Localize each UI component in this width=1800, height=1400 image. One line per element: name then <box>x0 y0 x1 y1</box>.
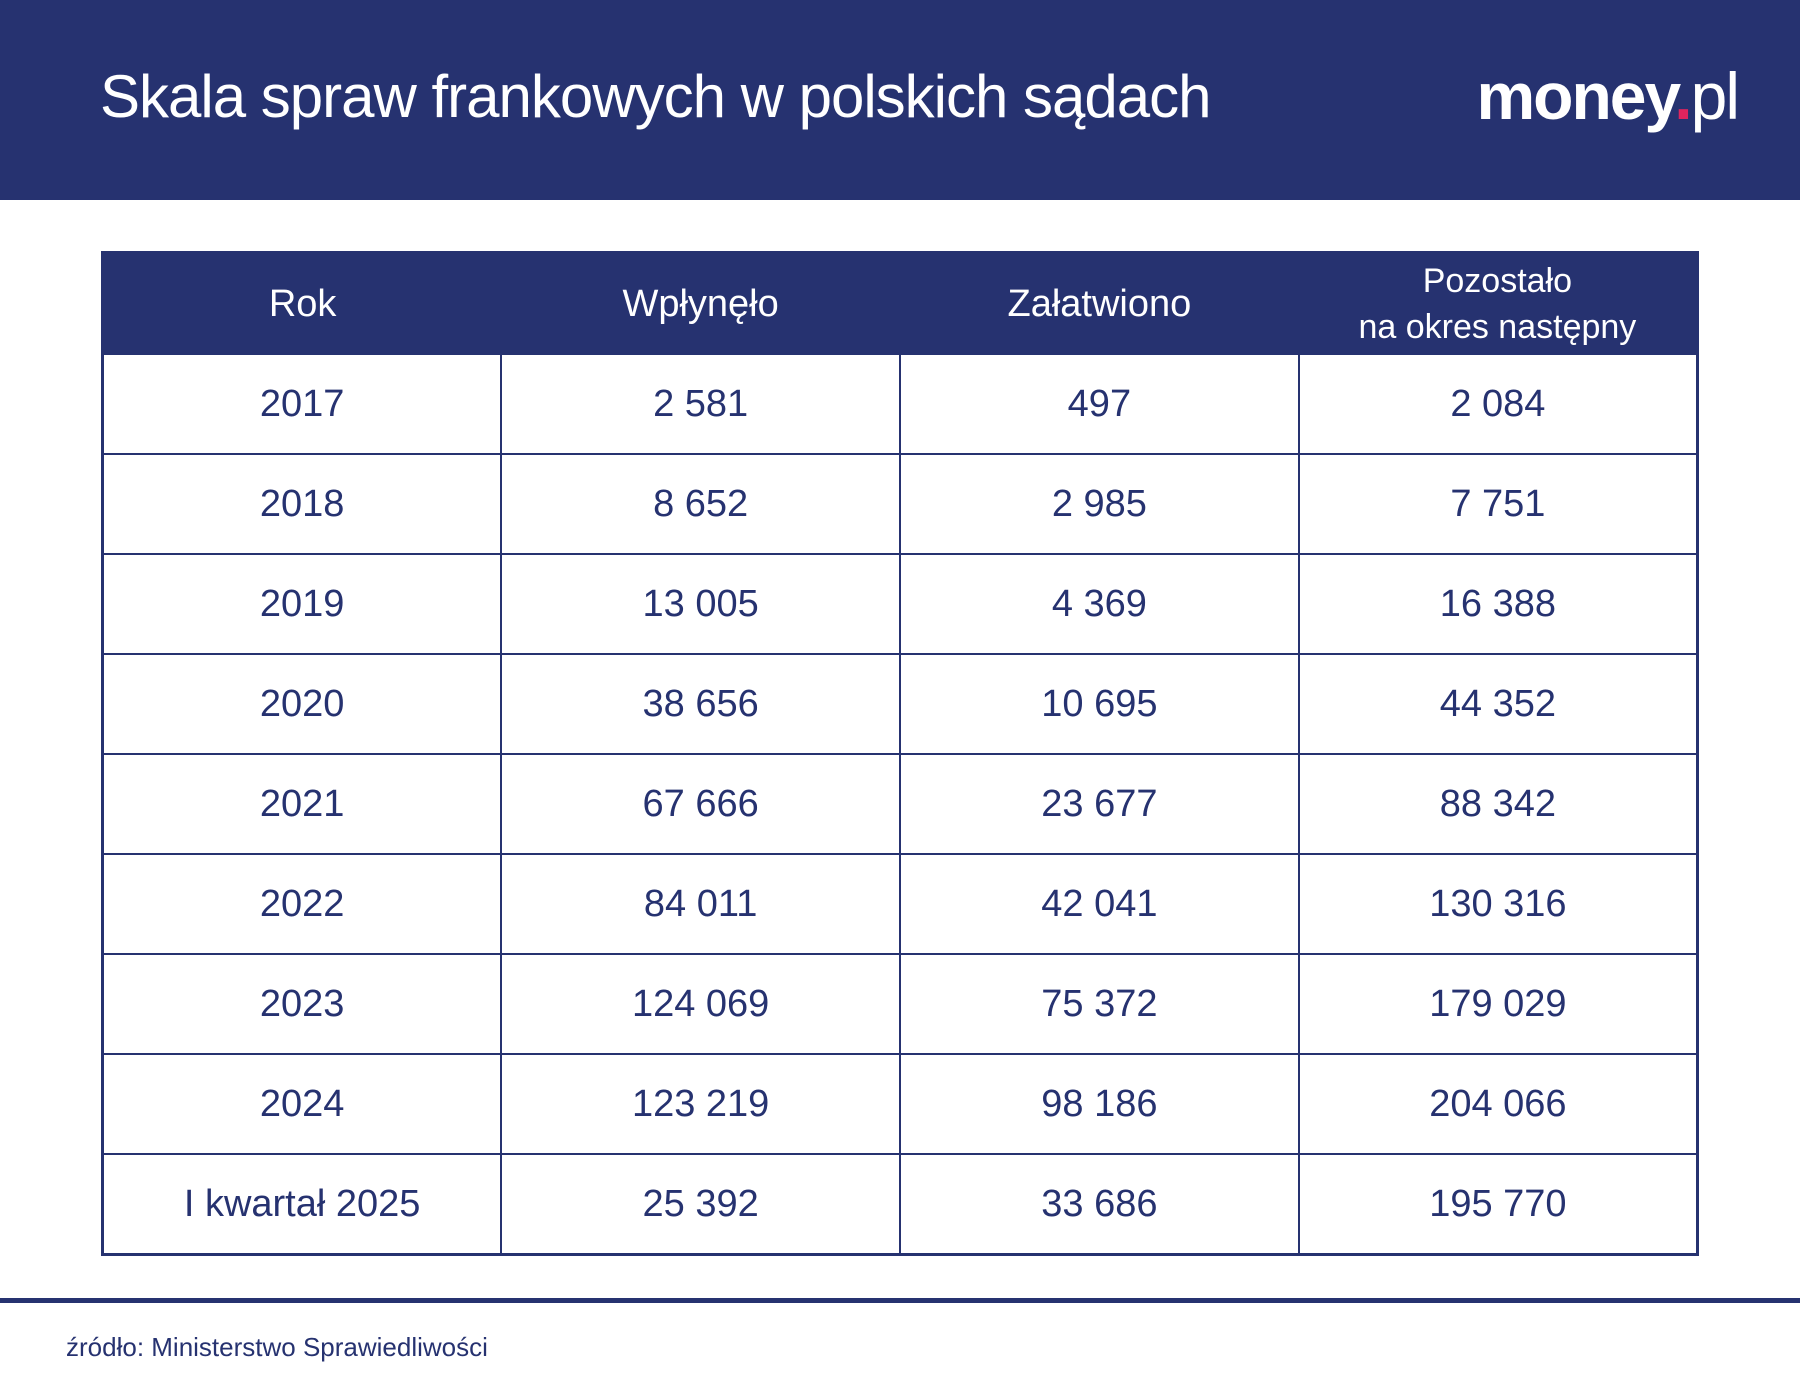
cell-year: 2022 <box>101 853 503 955</box>
cell-received: 67 666 <box>500 753 901 855</box>
logo-main: money <box>1476 59 1676 133</box>
cell-resolved: 497 <box>899 353 1300 455</box>
cell-remaining: 7 751 <box>1297 453 1699 555</box>
cell-resolved: 75 372 <box>899 953 1300 1055</box>
column-header-year: Rok <box>102 252 502 354</box>
cell-year: 2017 <box>101 353 503 455</box>
footer-divider <box>0 1298 1800 1303</box>
cell-received: 84 011 <box>500 853 901 955</box>
cell-resolved: 10 695 <box>899 653 1300 755</box>
cell-remaining: 16 388 <box>1297 553 1699 655</box>
column-header-remaining: Pozostało na okres następny <box>1298 252 1698 354</box>
table-row: 2024 123 219 98 186 204 066 <box>101 1053 1699 1155</box>
cell-year: 2024 <box>101 1053 503 1155</box>
page-title: Skala spraw frankowych w polskich sądach <box>100 63 1212 130</box>
cell-year: 2019 <box>101 553 503 655</box>
logo-suffix: pl <box>1690 59 1740 133</box>
cell-remaining: 179 029 <box>1297 953 1699 1055</box>
cell-remaining: 88 342 <box>1297 753 1699 855</box>
cell-remaining: 204 066 <box>1297 1053 1699 1155</box>
table-row: I kwartał 2025 25 392 33 686 195 770 <box>101 1153 1699 1256</box>
table-row: 2022 84 011 42 041 130 316 <box>101 853 1699 955</box>
cell-remaining: 44 352 <box>1297 653 1699 755</box>
money-pl-logo: money.pl <box>1476 58 1740 134</box>
cell-year: 2018 <box>101 453 503 555</box>
cell-received: 124 069 <box>500 953 901 1055</box>
source-note: źródło: Ministerstwo Sprawiedliwości <box>66 1332 488 1362</box>
column-header-remaining-line1: Pozostało <box>1422 261 1573 300</box>
cell-resolved: 23 677 <box>899 753 1300 855</box>
cell-resolved: 4 369 <box>899 553 1300 655</box>
cell-year: 2023 <box>101 953 503 1055</box>
table-header-row: Rok Wpłynęło Załatwiono Pozostało na okre… <box>102 252 1698 354</box>
table-row: 2019 13 005 4 369 16 388 <box>101 553 1699 655</box>
cell-resolved: 33 686 <box>899 1153 1300 1256</box>
cell-received: 123 219 <box>500 1053 901 1155</box>
column-header-resolved: Załatwiono <box>900 252 1299 354</box>
cell-received: 25 392 <box>500 1153 901 1256</box>
cell-received: 2 581 <box>500 353 901 455</box>
cell-resolved: 98 186 <box>899 1053 1300 1155</box>
cell-received: 8 652 <box>500 453 901 555</box>
cell-received: 38 656 <box>500 653 901 755</box>
table-row: 2017 2 581 497 2 084 <box>101 353 1699 455</box>
table-row: 2023 124 069 75 372 179 029 <box>101 953 1699 1055</box>
cell-remaining: 2 084 <box>1297 353 1699 455</box>
table-row: 2018 8 652 2 985 7 751 <box>101 453 1699 555</box>
cell-year: 2021 <box>101 753 503 855</box>
column-header-received: Wpłynęło <box>501 252 900 354</box>
cell-year: 2020 <box>101 653 503 755</box>
cases-table: Rok Wpłynęło Załatwiono Pozostało na okre… <box>101 251 1699 1256</box>
cell-resolved: 42 041 <box>899 853 1300 955</box>
header-banner: Skala spraw frankowych w polskich sądach… <box>0 0 1800 200</box>
logo-dot: . <box>1674 59 1692 133</box>
cell-year: I kwartał 2025 <box>101 1153 503 1256</box>
cell-received: 13 005 <box>500 553 901 655</box>
table-row: 2020 38 656 10 695 44 352 <box>101 653 1699 755</box>
cell-remaining: 130 316 <box>1297 853 1699 955</box>
cell-remaining: 195 770 <box>1297 1153 1699 1256</box>
cell-resolved: 2 985 <box>899 453 1300 555</box>
column-header-remaining-line2: na okres następny <box>1358 307 1637 346</box>
table-row: 2021 67 666 23 677 88 342 <box>101 753 1699 855</box>
